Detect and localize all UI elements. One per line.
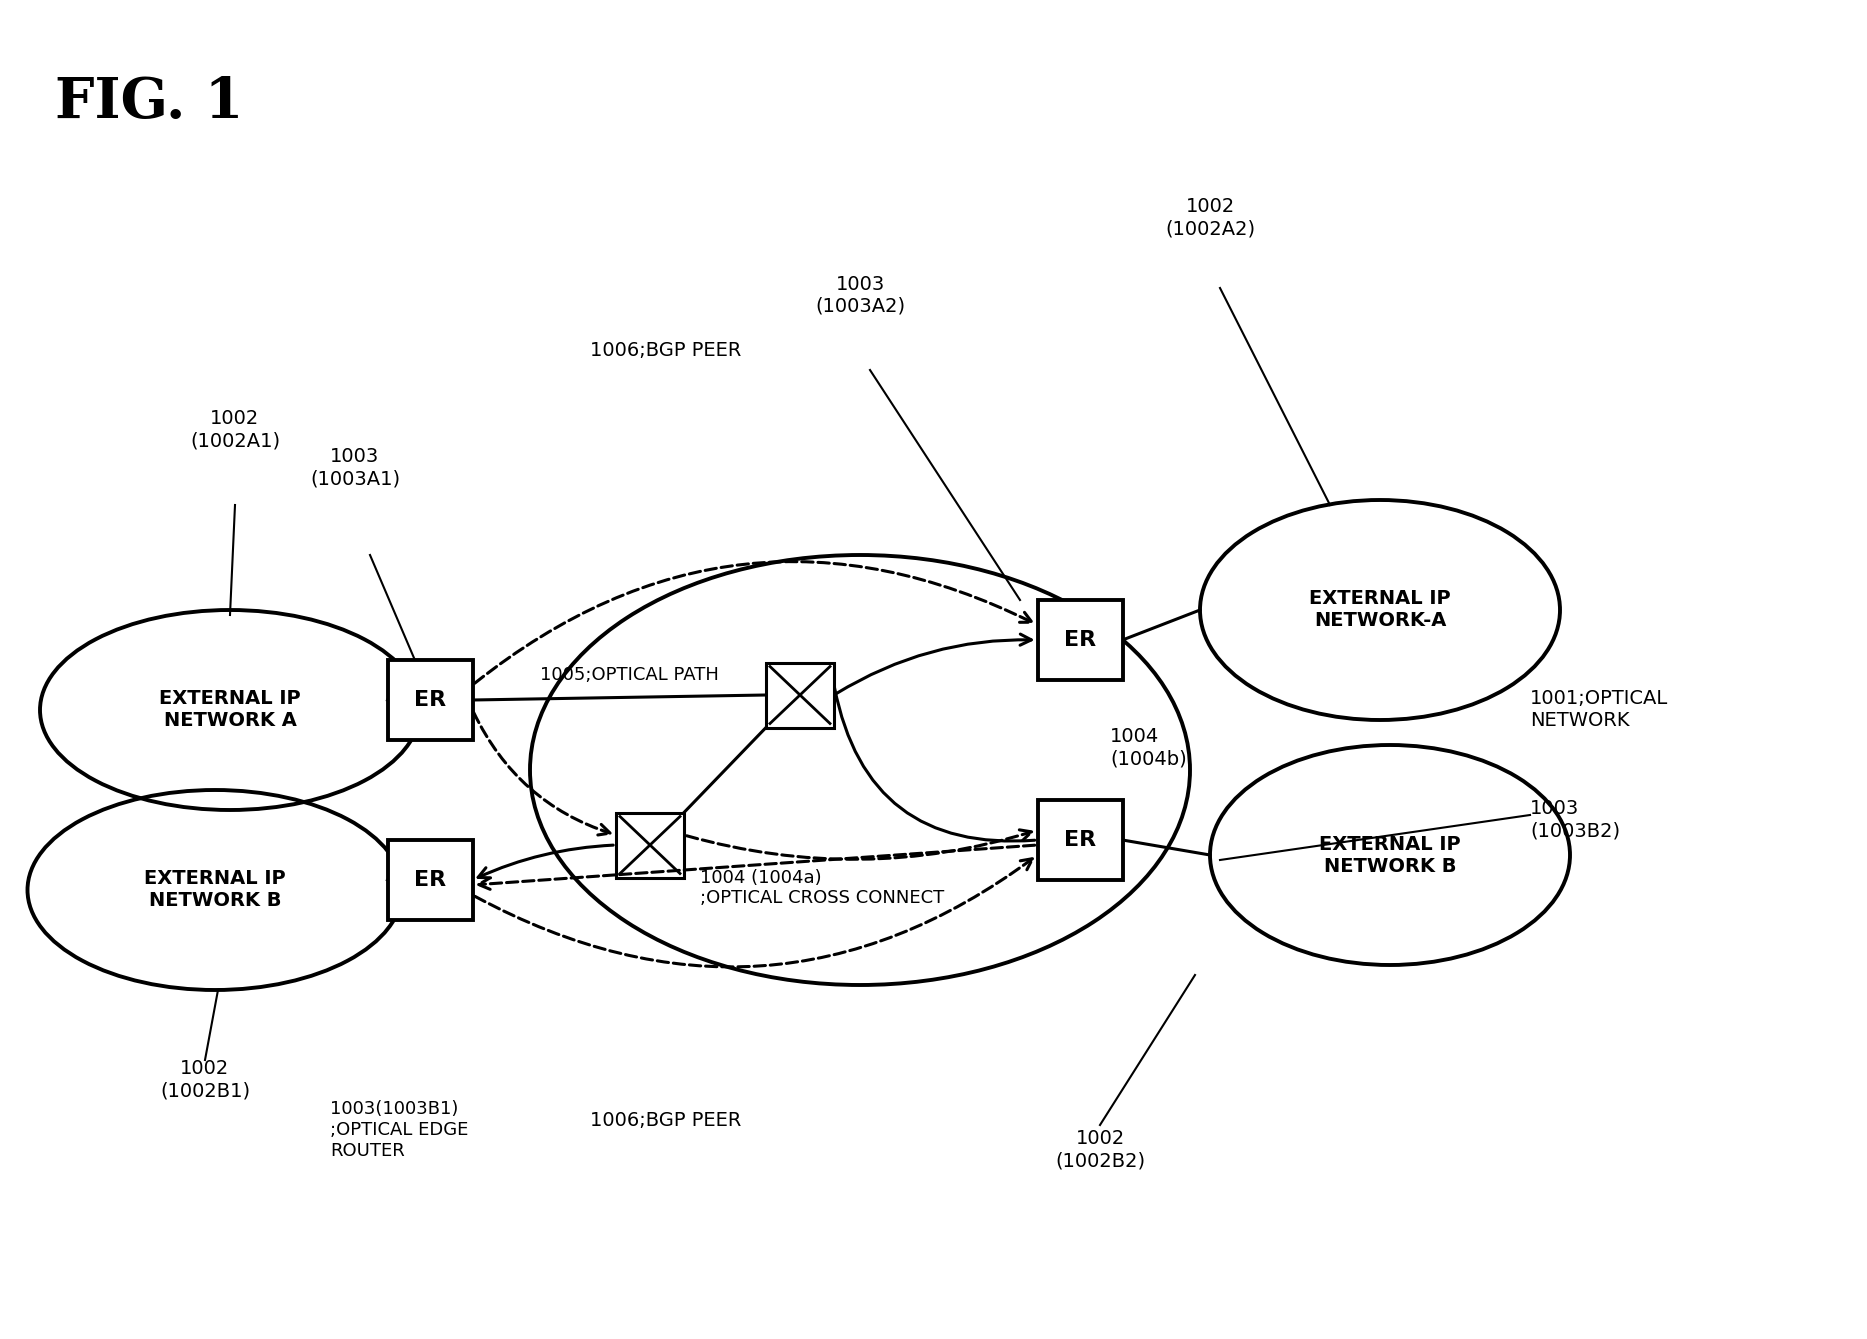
FancyBboxPatch shape: [1038, 600, 1122, 680]
Text: 1001;OPTICAL
NETWORK: 1001;OPTICAL NETWORK: [1529, 690, 1669, 731]
FancyBboxPatch shape: [616, 813, 683, 877]
Text: EXTERNAL IP
NETWORK A: EXTERNAL IP NETWORK A: [159, 690, 301, 731]
Text: 1004
(1004b): 1004 (1004b): [1111, 727, 1187, 769]
Text: ER: ER: [414, 870, 446, 890]
Text: 1003
(1003B2): 1003 (1003B2): [1529, 799, 1621, 841]
Text: FIG. 1: FIG. 1: [54, 75, 243, 130]
Text: 1002
(1002B1): 1002 (1002B1): [161, 1059, 250, 1101]
Text: 1006;BGP PEER: 1006;BGP PEER: [590, 1110, 741, 1130]
Text: ER: ER: [1064, 830, 1096, 850]
Text: EXTERNAL IP
NETWORK B: EXTERNAL IP NETWORK B: [1320, 834, 1460, 876]
Text: EXTERNAL IP
NETWORK B: EXTERNAL IP NETWORK B: [144, 869, 286, 911]
FancyBboxPatch shape: [388, 660, 472, 740]
Text: 1003
(1003A2): 1003 (1003A2): [814, 274, 905, 316]
FancyBboxPatch shape: [1038, 799, 1122, 880]
Text: 1002
(1002B2): 1002 (1002B2): [1055, 1130, 1144, 1170]
Text: 1002
(1002A2): 1002 (1002A2): [1165, 197, 1255, 238]
Text: 1005;OPTICAL PATH: 1005;OPTICAL PATH: [540, 665, 719, 684]
Text: 1003
(1003A1): 1003 (1003A1): [310, 447, 400, 489]
Text: 1004 (1004a)
;OPTICAL CROSS CONNECT: 1004 (1004a) ;OPTICAL CROSS CONNECT: [700, 869, 945, 908]
FancyBboxPatch shape: [388, 840, 472, 920]
Text: EXTERNAL IP
NETWORK-A: EXTERNAL IP NETWORK-A: [1309, 589, 1451, 631]
Text: ER: ER: [414, 690, 446, 710]
Text: 1003(1003B1)
;OPTICAL EDGE
ROUTER: 1003(1003B1) ;OPTICAL EDGE ROUTER: [330, 1101, 469, 1160]
Text: 1002
(1002A1): 1002 (1002A1): [190, 410, 280, 450]
FancyBboxPatch shape: [765, 663, 835, 727]
Text: ER: ER: [1064, 631, 1096, 649]
Text: 1006;BGP PEER: 1006;BGP PEER: [590, 340, 741, 359]
